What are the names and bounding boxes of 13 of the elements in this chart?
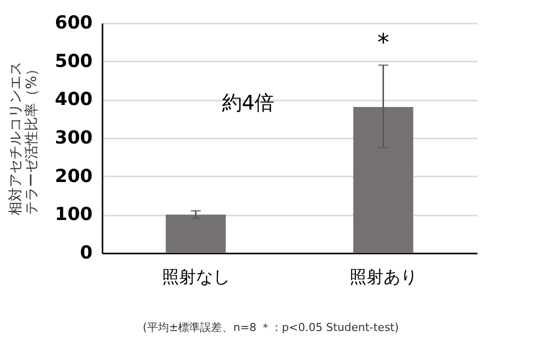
annotation: * <box>377 28 390 57</box>
y-tick-label: 0 <box>80 242 92 264</box>
y-tick-label: 100 <box>54 204 92 226</box>
y-tick-label: 400 <box>54 89 92 110</box>
y-tick-label: 300 <box>54 128 92 148</box>
y-tick-label: 600 <box>54 12 92 34</box>
annotation: 約4倍 <box>222 90 275 114</box>
y-tick-label: 200 <box>54 166 92 187</box>
x-tick-label: 照射なし <box>162 268 230 288</box>
x-tick-label: 照射あり <box>349 268 418 288</box>
y-axis-title: 相対アセチルコリンエステラーゼ活性比率（%） <box>8 62 40 216</box>
y-tick-label: 500 <box>54 50 92 72</box>
text: (平均±標準誤差、n=8 ＊：p<0.05 Student-test) <box>142 321 399 334</box>
